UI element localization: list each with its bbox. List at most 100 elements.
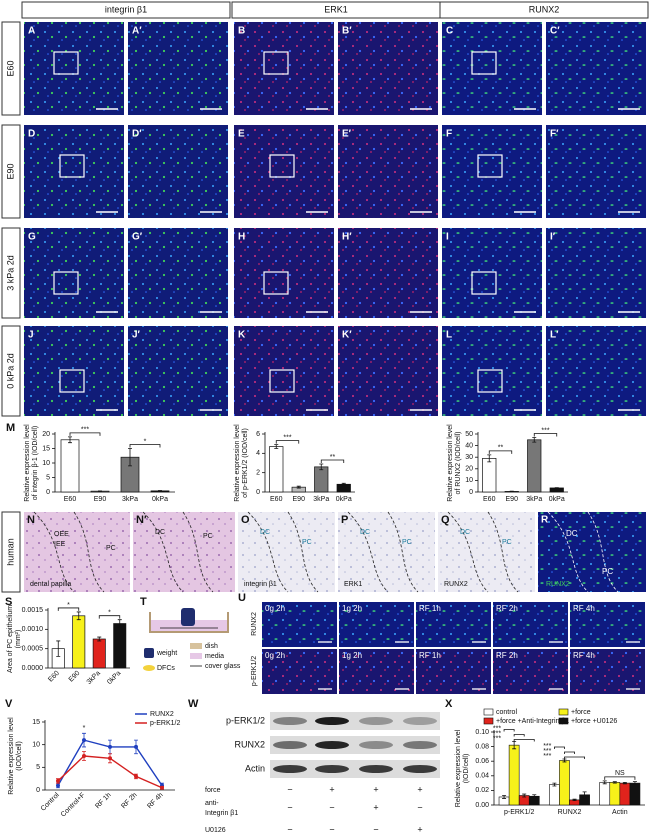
y-tick-label: 15	[32, 719, 40, 726]
error-bar	[632, 781, 637, 785]
label: 1g 2h	[342, 604, 362, 613]
y-tick-label: 20	[465, 466, 473, 473]
error-bar	[502, 795, 507, 799]
label: A	[28, 26, 35, 37]
label: PC	[302, 539, 312, 546]
legend-label: p-ERK1/2	[150, 720, 180, 727]
y-axis-label: Relative expression level	[455, 729, 462, 807]
micrograph	[339, 649, 414, 694]
bar	[60, 439, 80, 493]
error-bar	[572, 798, 577, 802]
error-bar	[128, 448, 132, 467]
error-bar	[522, 793, 527, 798]
label: IEE	[54, 541, 66, 548]
label: ERK1	[324, 4, 348, 14]
y-tick-label: 0	[36, 787, 40, 794]
micrograph	[570, 602, 645, 647]
micrograph	[262, 649, 337, 694]
significance-bracket	[564, 756, 585, 760]
micrograph	[24, 125, 124, 218]
x-tick-label: 3kPa	[313, 496, 329, 503]
error-bar	[117, 619, 122, 628]
label: RUNX2	[529, 4, 560, 14]
label: RF 4h	[573, 651, 595, 660]
label: F	[446, 129, 452, 140]
point	[134, 774, 138, 779]
point	[108, 744, 112, 749]
micrograph	[262, 602, 337, 647]
micrograph	[442, 228, 542, 318]
y-axis-label: of RUNX2 (IOD/cell)	[455, 431, 462, 494]
micrograph	[24, 228, 124, 318]
zoom-box	[59, 369, 85, 393]
y-tick-label: 0	[46, 489, 50, 496]
label: M	[6, 422, 15, 434]
error-bar	[56, 640, 61, 657]
significance-bracket	[554, 746, 565, 750]
significance-label: *	[67, 602, 70, 609]
label: ERK1	[344, 581, 362, 588]
label: −	[287, 784, 292, 794]
label: S	[5, 596, 12, 608]
micrograph	[442, 125, 542, 218]
error-bar	[274, 444, 279, 449]
y-tick-label: 4	[256, 450, 260, 457]
legend-label: +force	[571, 709, 591, 716]
label: 0g 2h	[265, 651, 285, 660]
micrograph	[546, 326, 646, 416]
row-label: p-ERK1/2	[251, 656, 258, 686]
band	[403, 741, 437, 749]
significance-bracket	[275, 440, 300, 444]
micrograph	[493, 602, 568, 647]
label: N′	[136, 514, 147, 526]
band	[359, 741, 393, 749]
row-label-box	[1, 227, 21, 319]
x-tick-label: 0kPa	[152, 496, 168, 503]
zoom-box	[263, 271, 289, 295]
error-bar	[582, 791, 587, 799]
significance-bracket	[320, 459, 345, 463]
label: DFCs	[157, 665, 175, 672]
zoom-box	[269, 154, 295, 178]
y-axis-label: Relative expression level	[447, 424, 454, 502]
x-tick-label: RUNX2	[558, 809, 582, 816]
y-axis-label: Relative expression level	[8, 717, 15, 795]
label: D	[28, 129, 35, 140]
x-tick-label: E90	[293, 496, 306, 503]
x-tick-label: Control+F	[60, 792, 87, 819]
micrograph	[338, 228, 438, 318]
bar	[92, 638, 106, 669]
micrograph	[128, 326, 228, 416]
label: 0g 2h	[265, 604, 285, 613]
label: DC	[460, 529, 470, 536]
label: 1g 2h	[342, 651, 362, 660]
y-axis-label: Relative expression level	[24, 424, 31, 502]
row-label-box	[1, 325, 21, 417]
significance-label: ***	[543, 748, 551, 755]
micrograph	[416, 649, 491, 694]
y-tick-label: 0.08	[475, 743, 489, 750]
error-bar	[341, 482, 346, 486]
label: DC	[260, 529, 270, 536]
label: F′	[550, 129, 559, 140]
label: cover glass	[205, 663, 241, 670]
column-header-box	[439, 1, 649, 19]
y-tick-label: 0.00	[475, 802, 489, 809]
point	[160, 785, 164, 790]
bar	[619, 782, 631, 806]
y-tick-label: 0.02	[475, 787, 489, 794]
y-tick-label: 10	[42, 460, 50, 467]
micrograph	[133, 512, 235, 592]
y-axis-label: of p-ERK1/2 (IOD/cell)	[242, 428, 249, 498]
micrograph	[234, 125, 334, 218]
x-tick-label: Control	[40, 791, 61, 812]
significance-bracket	[98, 615, 121, 619]
bar	[629, 782, 641, 806]
boundary	[33, 511, 105, 593]
micrograph	[128, 228, 228, 318]
significance-label: ***	[493, 735, 501, 742]
error-bar	[296, 485, 301, 489]
row-label: E90	[5, 163, 15, 179]
label: I′	[550, 232, 556, 243]
label: A′	[132, 26, 142, 37]
